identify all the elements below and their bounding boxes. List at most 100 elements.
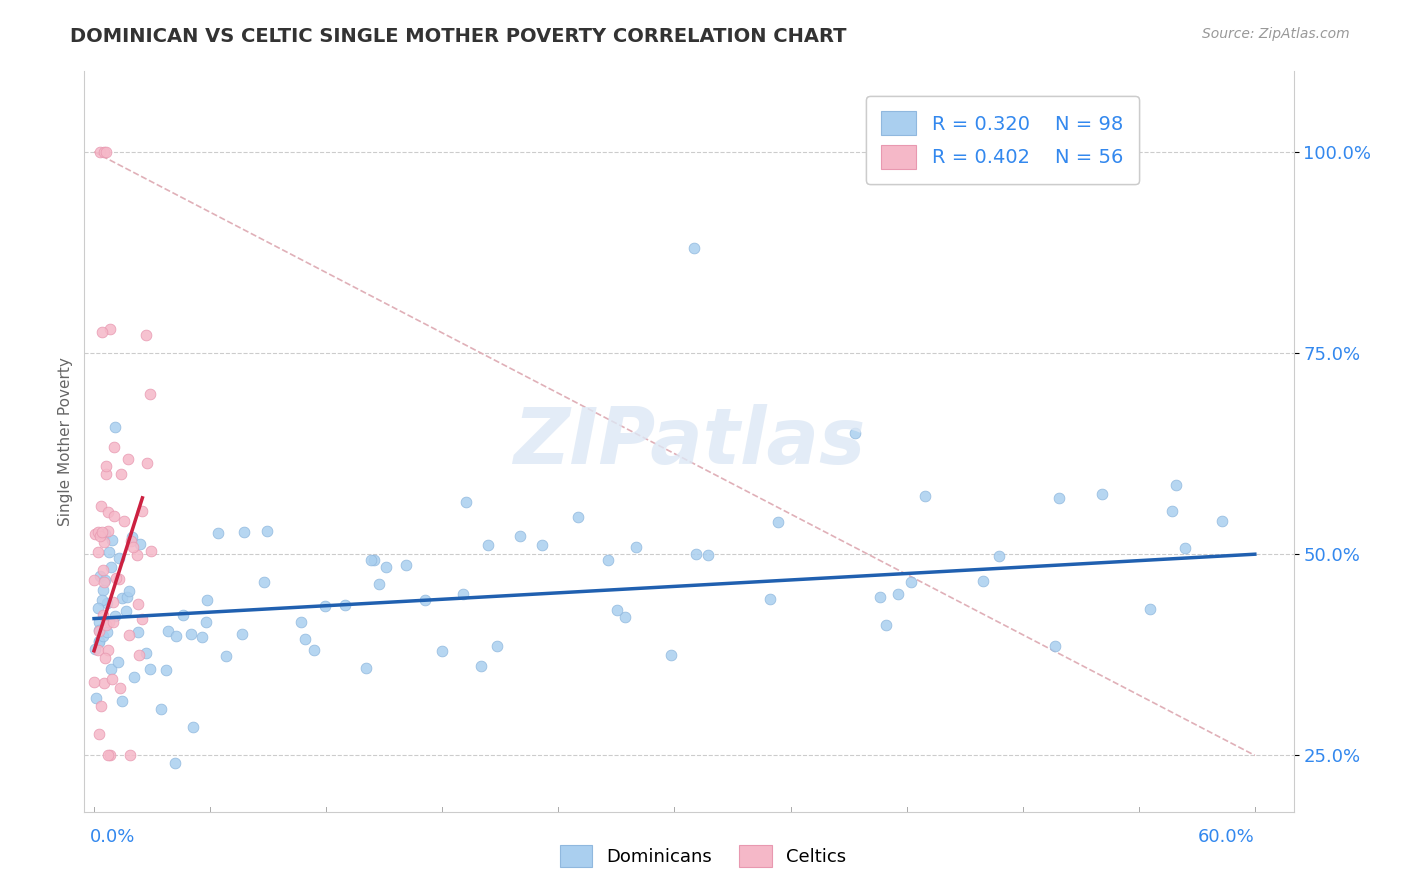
Point [112,515,135,529]
Point [91,593,114,607]
Point [87,601,110,615]
Point [94,145,117,159]
Point [111,591,134,605]
Point [100,559,122,574]
Point [413,592,436,607]
Point [290,615,312,629]
Point [129,537,152,551]
Point [530,537,553,551]
Point [96,625,118,640]
Point [128,648,150,663]
Point [108,681,131,695]
Point [121,530,143,544]
Point [93,676,115,690]
Point [87,615,110,629]
Point [101,615,124,629]
Point [685,547,707,561]
Point [87,624,110,638]
Text: DOMINICAN VS CELTIC SINGLE MOTHER POVERTY CORRELATION CHART: DOMINICAN VS CELTIC SINGLE MOTHER POVERT… [70,27,846,45]
Point [139,387,162,401]
Point [84,527,107,541]
Point [89,569,111,583]
Point [98,615,121,630]
Point [844,426,866,441]
Point [100,663,122,677]
Point [117,452,139,467]
Point [914,489,936,503]
Point [1160,504,1182,518]
Point [90,500,112,514]
Point [108,551,131,566]
Point [214,649,236,664]
Point [165,629,187,643]
Point [83,573,105,587]
Point [1211,514,1233,528]
Point [131,504,153,518]
Point [86,643,108,657]
Point [91,563,114,577]
Point [253,575,276,590]
Point [108,572,131,586]
Point [172,607,194,622]
Point [135,646,157,660]
Point [302,643,325,657]
Point [93,145,115,159]
Y-axis label: Single Mother Poverty: Single Mother Poverty [58,357,73,526]
Point [256,524,278,538]
Point [89,528,111,542]
Point [94,526,117,541]
Point [125,548,148,562]
Point [374,560,396,574]
Point [682,241,704,255]
Point [900,575,922,590]
Point [180,627,202,641]
Point [136,456,159,470]
Point [135,327,157,342]
Point [567,510,589,524]
Point [155,664,177,678]
Point [103,509,125,524]
Point [1043,640,1066,654]
Point [87,633,110,648]
Point [1139,602,1161,616]
Point [613,610,636,624]
Point [118,628,141,642]
Point [115,604,138,618]
Point [470,658,492,673]
Text: Source: ZipAtlas.com: Source: ZipAtlas.com [1202,27,1350,41]
Point [96,596,118,610]
Point [98,545,121,559]
Point [98,322,121,336]
Point [156,624,179,638]
Text: 0.0%: 0.0% [90,828,135,846]
Point [138,662,160,676]
Point [354,661,377,675]
Point [195,593,218,607]
Point [314,599,336,613]
Point [659,648,682,663]
Point [87,727,110,741]
Point [110,467,132,482]
Point [97,505,120,519]
Point [120,533,142,548]
Legend: Dominicans, Celtics: Dominicans, Celtics [553,838,853,874]
Point [103,609,125,624]
Point [87,524,110,539]
Point [83,641,105,656]
Point [94,459,117,474]
Point [869,590,891,604]
Point [183,720,205,734]
Point [194,615,217,629]
Point [233,525,256,540]
Point [624,540,647,554]
Point [91,582,114,597]
Point [598,553,620,567]
Point [100,672,122,686]
Point [94,651,117,665]
Point [395,558,418,572]
Point [122,670,145,684]
Point [97,643,120,657]
Point [207,525,229,540]
Point [93,535,115,549]
Point [294,632,316,647]
